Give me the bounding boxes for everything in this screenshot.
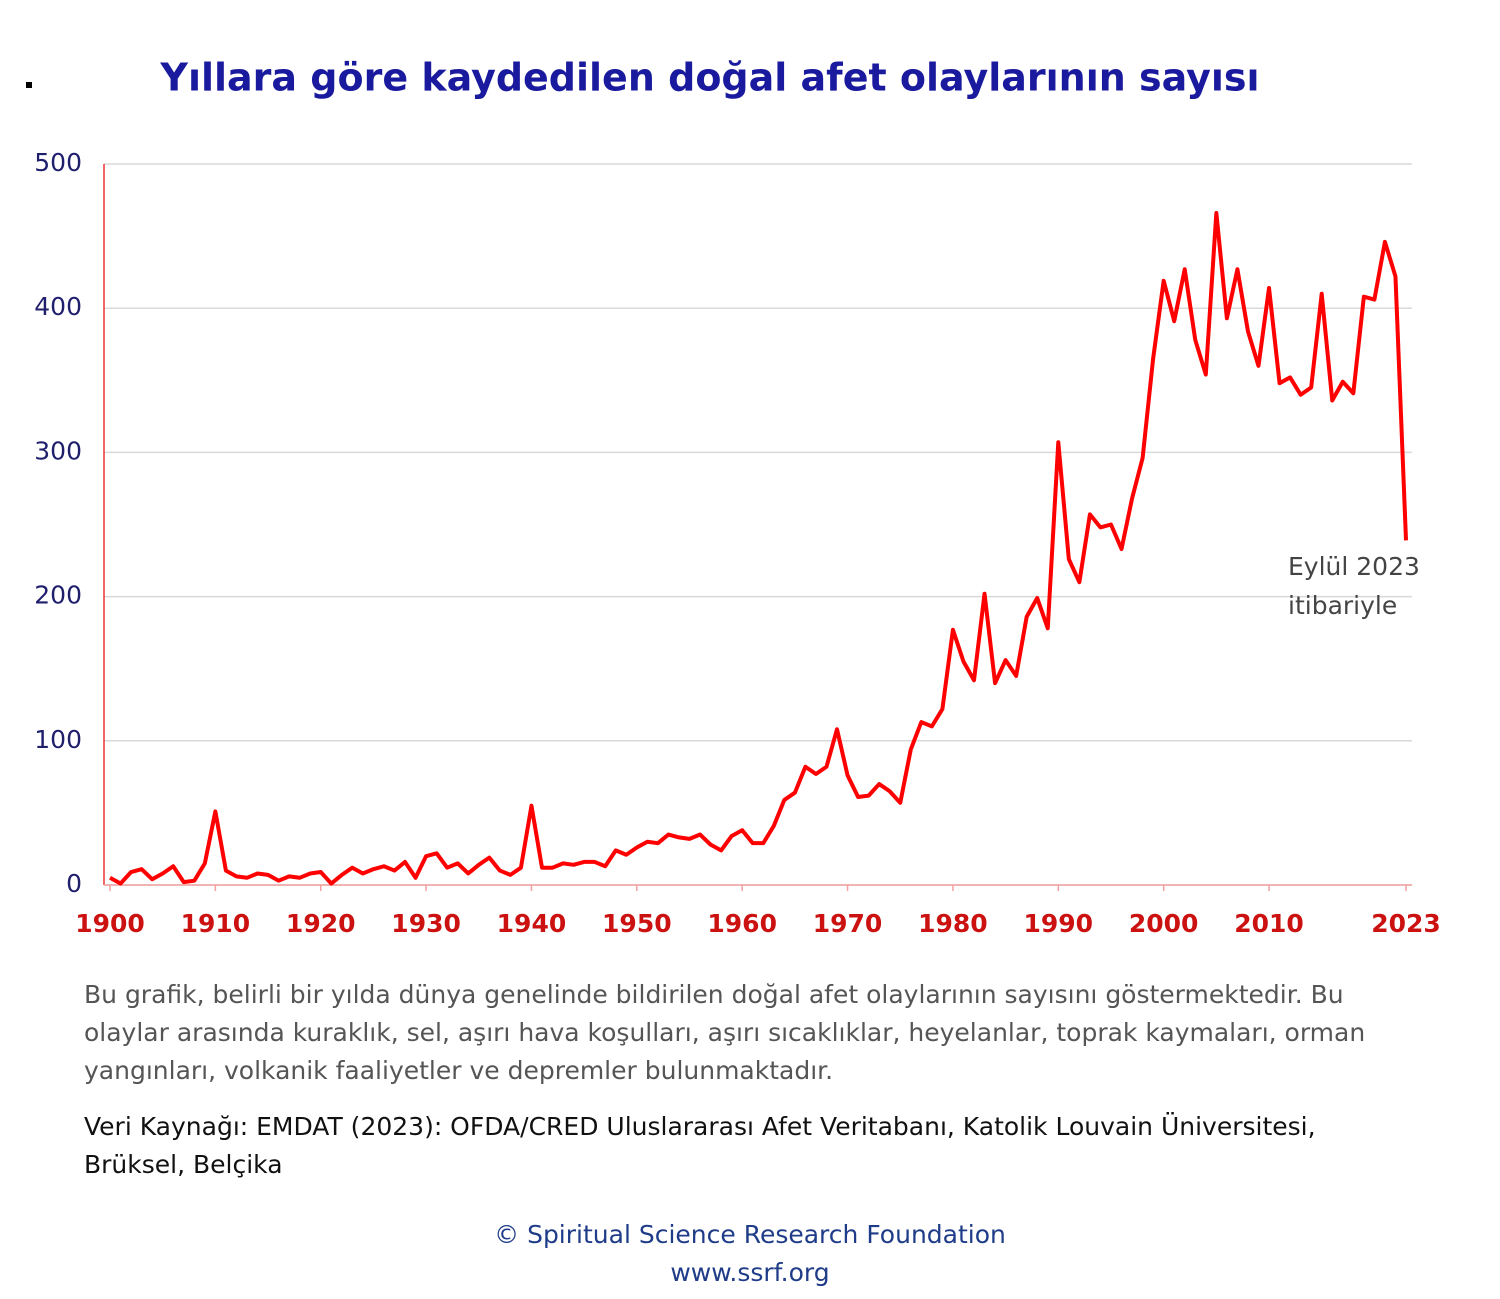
- y-tick-label: 500: [34, 148, 82, 177]
- x-tick-label: 1990: [1023, 909, 1093, 938]
- y-tick-label: 100: [34, 725, 82, 754]
- y-tick-label: 0: [66, 869, 82, 898]
- x-tick-label: 1910: [181, 909, 251, 938]
- x-tick-label: 1930: [391, 909, 461, 938]
- y-tick-label: 200: [34, 581, 82, 610]
- x-tick-label: 1920: [286, 909, 356, 938]
- annotation: Eylül 2023: [1288, 552, 1420, 581]
- y-tick-label: 400: [34, 292, 82, 321]
- source: Veri Kaynağı: EMDAT (2023): OFDA/CRED Ul…: [84, 1112, 1316, 1179]
- x-tick-label: 1940: [497, 909, 567, 938]
- x-tick-label: 2000: [1129, 909, 1199, 938]
- x-tick-label: 1960: [707, 909, 777, 938]
- x-tick-label: 2023: [1371, 909, 1441, 938]
- bullet: [26, 82, 32, 88]
- description: Bu grafik, belirli bir yılda dünya genel…: [84, 980, 1366, 1085]
- x-tick-label: 1980: [918, 909, 988, 938]
- annotation: itibariyle: [1288, 591, 1397, 620]
- data-line: [109, 211, 1408, 886]
- y-tick-label: 300: [34, 436, 82, 465]
- x-tick-label: 1970: [813, 909, 883, 938]
- x-tick-label: 1900: [75, 909, 145, 938]
- copyright: © Spiritual Science Research Foundation: [494, 1220, 1006, 1249]
- chart-title: Yıllara göre kaydedilen doğal afet olayl…: [159, 56, 1259, 100]
- x-tick-label: 1950: [602, 909, 672, 938]
- url: www.ssrf.org: [670, 1258, 830, 1287]
- chart: Yıllara göre kaydedilen doğal afet olayl…: [26, 56, 1441, 938]
- x-tick-label: 2010: [1234, 909, 1304, 938]
